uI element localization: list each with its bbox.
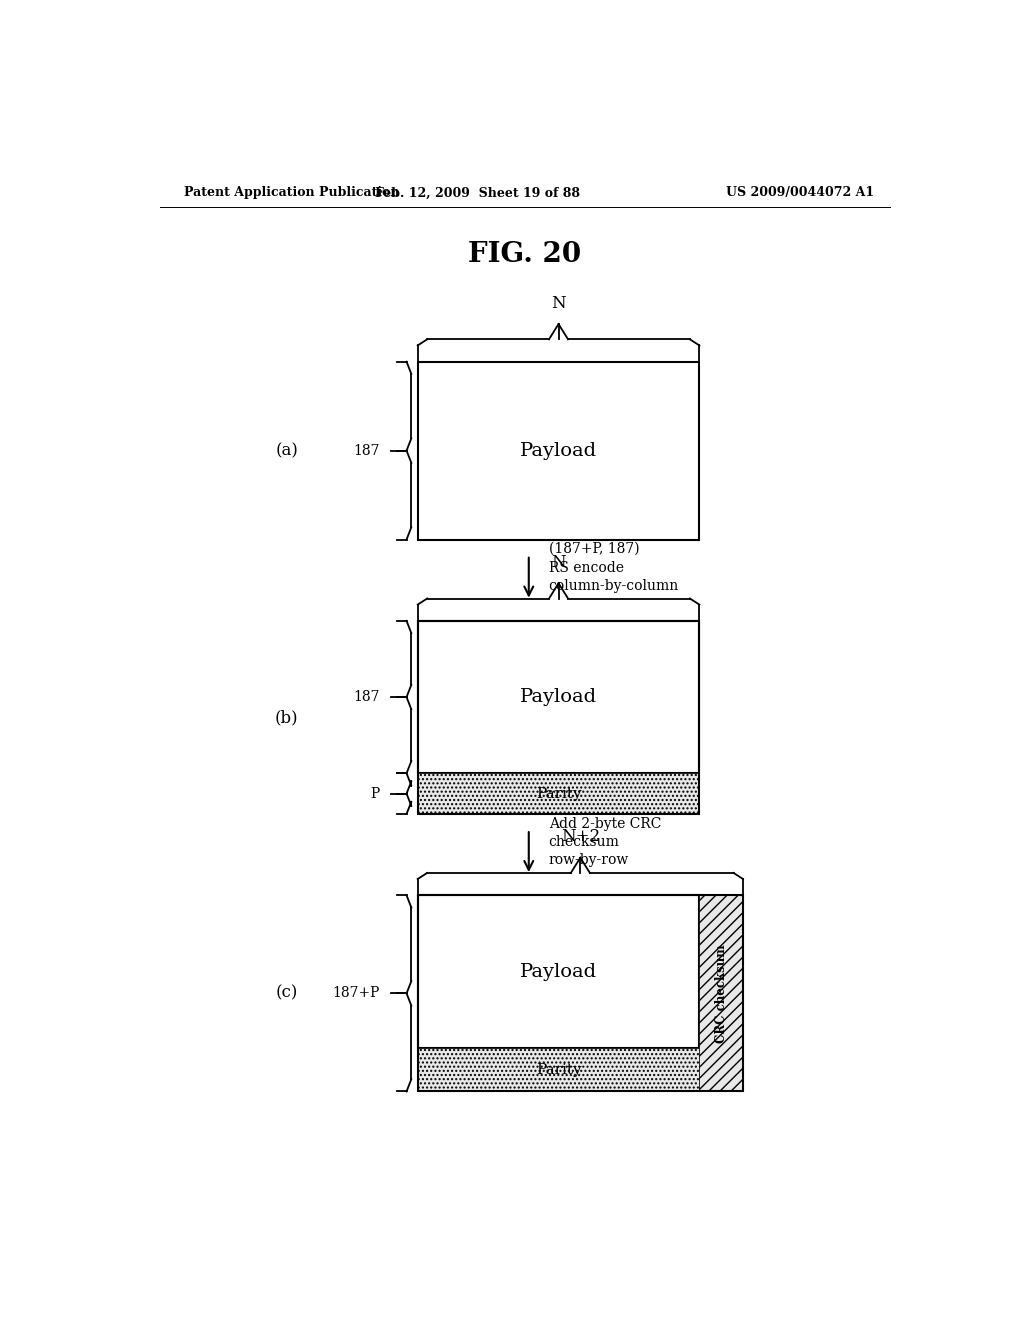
Text: P: P — [371, 787, 380, 801]
Text: (187+P, 187)
RS encode
column-by-column: (187+P, 187) RS encode column-by-column — [549, 543, 679, 593]
Text: FIG. 20: FIG. 20 — [468, 242, 582, 268]
Bar — [418, 620, 699, 774]
Text: 187: 187 — [353, 690, 380, 704]
Bar — [418, 774, 699, 814]
Text: Patent Application Publication: Patent Application Publication — [183, 186, 399, 199]
Text: (c): (c) — [275, 985, 298, 1002]
Text: (b): (b) — [274, 709, 299, 726]
Bar — [418, 362, 699, 540]
Bar — [418, 895, 699, 1048]
Text: Payload: Payload — [520, 442, 597, 459]
Text: Add 2-byte CRC
checksum
row-by-row: Add 2-byte CRC checksum row-by-row — [549, 817, 660, 867]
Text: Feb. 12, 2009  Sheet 19 of 88: Feb. 12, 2009 Sheet 19 of 88 — [375, 186, 580, 199]
Text: N: N — [551, 554, 566, 572]
Text: N+2: N+2 — [561, 829, 600, 846]
Text: US 2009/0044072 A1: US 2009/0044072 A1 — [726, 186, 873, 199]
Text: 187+P: 187+P — [332, 986, 380, 1001]
Text: CRC checksum: CRC checksum — [715, 944, 728, 1043]
Bar — [418, 895, 743, 1092]
Text: Parity: Parity — [536, 1063, 582, 1077]
Text: Payload: Payload — [520, 688, 597, 706]
Text: N: N — [551, 294, 566, 312]
Text: 187: 187 — [353, 444, 380, 458]
Text: Parity: Parity — [536, 787, 582, 801]
Bar — [418, 620, 699, 814]
Bar — [699, 895, 743, 1092]
Text: Payload: Payload — [520, 962, 597, 981]
Bar — [418, 1048, 699, 1092]
Text: (a): (a) — [275, 442, 298, 459]
